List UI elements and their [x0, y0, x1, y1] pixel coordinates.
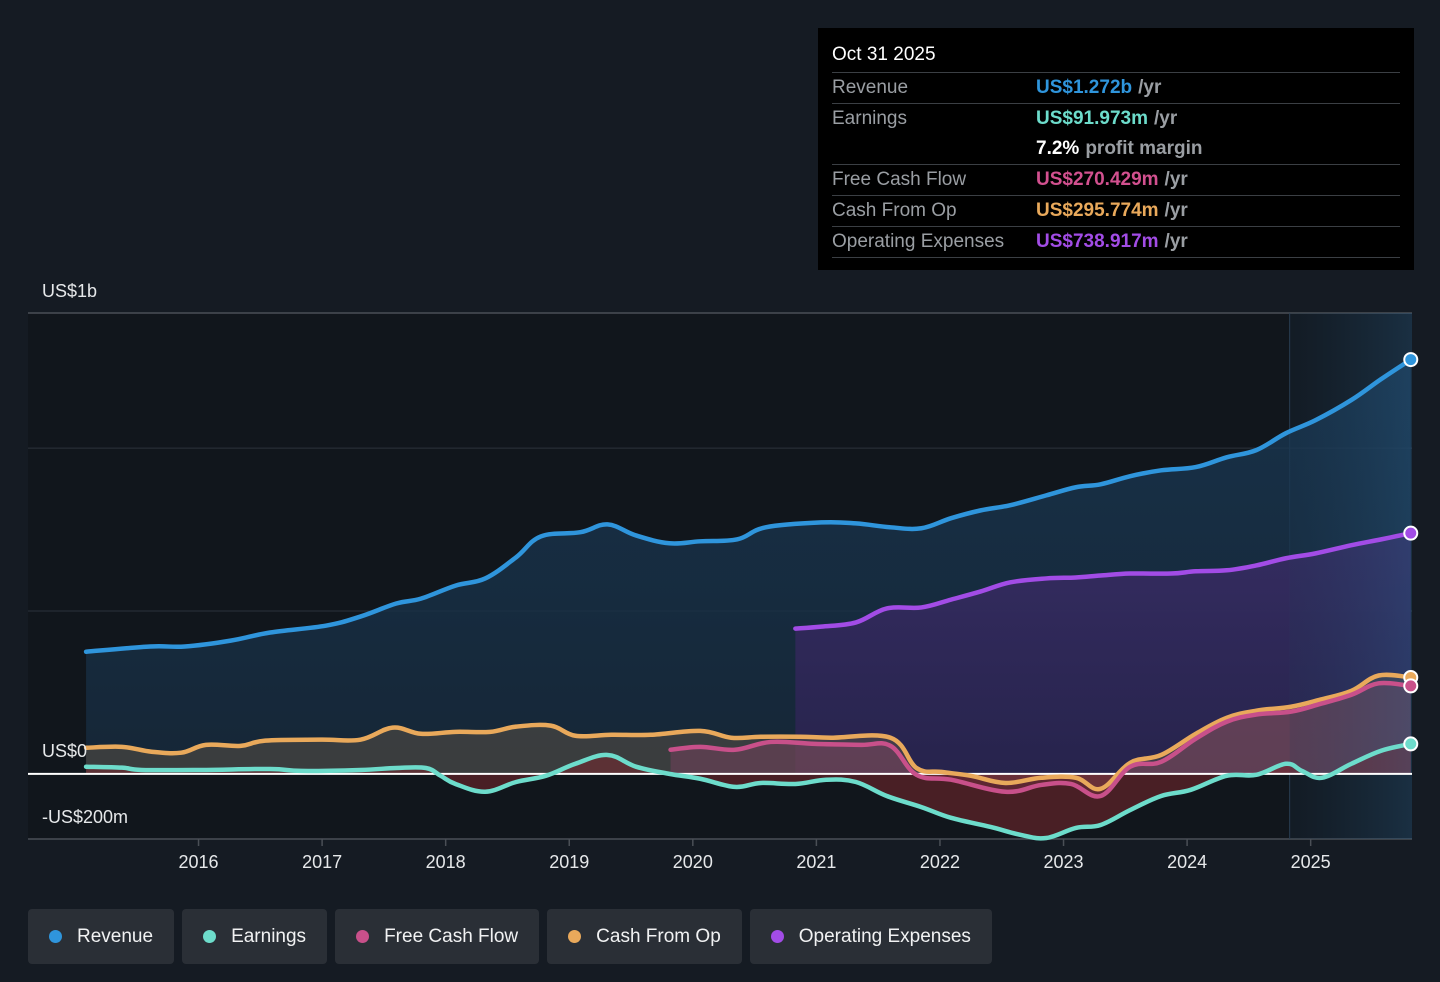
legend-label: Revenue: [77, 925, 154, 947]
x-tick-label: 2021: [796, 852, 836, 872]
line-earnings: [83, 741, 1414, 841]
legend: Revenue Earnings Free Cash Flow Cash Fro…: [28, 909, 992, 964]
tooltip-unit: /yr: [1164, 200, 1188, 221]
tooltip-value: US$295.774m: [1036, 200, 1159, 221]
line-free-cash-flow: [668, 680, 1414, 799]
end-marker-free-cash-flow: [1403, 678, 1419, 694]
end-marker-revenue: [1403, 352, 1419, 368]
x-axis: 2016 2017 2018 2019 2020 2021 2022 2023 2024 2025: [179, 839, 1331, 872]
tooltip-label: Earnings: [832, 108, 907, 129]
area-free-cash-flow: [670, 682, 1411, 797]
y-axis-label-bottom: -US$200m: [42, 807, 129, 827]
x-tick-label: 2023: [1044, 852, 1084, 872]
legend-dot-icon: [568, 930, 582, 943]
series-end-markers: [1403, 352, 1419, 752]
tooltip-value: US$270.429m: [1036, 169, 1159, 190]
tooltip-unit: profit margin: [1085, 138, 1203, 159]
tooltip-label: Free Cash Flow: [832, 169, 967, 190]
tooltip-label: Operating Expenses: [832, 231, 1005, 252]
legend-item-operating-expenses[interactable]: Operating Expenses: [749, 909, 992, 964]
chart: 2016 2017 2018 2019 2020 2021 2022 2023 2024 2025: [28, 312, 1419, 872]
line-operating-expenses: [793, 530, 1414, 631]
x-tick-label: 2016: [179, 852, 219, 872]
tooltip-unit: /yr: [1153, 108, 1178, 129]
tooltip-label: Cash From Op: [832, 200, 957, 221]
tooltip-value: US$738.917m: [1036, 231, 1159, 252]
legend-item-free-cash-flow[interactable]: Free Cash Flow: [335, 909, 540, 964]
tooltip-value: US$1.272b: [1036, 77, 1133, 98]
x-tick-label: 2025: [1291, 852, 1331, 872]
tooltip-label: Revenue: [832, 77, 909, 98]
area-cash-from-op: [86, 674, 1411, 790]
tooltip-unit: /yr: [1164, 231, 1188, 252]
legend-label: Cash From Op: [596, 925, 721, 947]
legend-label: Earnings: [231, 925, 307, 947]
tooltip-panel: Oct 31 2025 Revenue US$1.272b /yr Earnin…: [818, 28, 1414, 270]
past-year-highlight: [1289, 313, 1412, 839]
end-marker-operating-expenses: [1403, 525, 1419, 541]
legend-dot-icon: [356, 930, 370, 943]
tooltip-unit: /yr: [1164, 169, 1188, 190]
x-tick-label: 2019: [549, 852, 589, 872]
legend-item-revenue[interactable]: Revenue: [28, 909, 175, 964]
tooltip-row-profit-margin: 7.2% profit margin: [832, 134, 1400, 165]
y-axis-label-zero: US$0: [42, 741, 88, 761]
line-revenue: [83, 357, 1414, 654]
legend-item-cash-from-op[interactable]: Cash From Op: [547, 909, 742, 964]
x-tick-label: 2022: [920, 852, 960, 872]
tooltip-row-free-cash-flow: Free Cash Flow US$270.429m /yr: [832, 165, 1400, 196]
tooltip-row-cash-from-op: Cash From Op US$295.774m /yr: [832, 196, 1400, 227]
x-tick-label: 2017: [302, 852, 342, 872]
tooltip-unit: /yr: [1138, 77, 1162, 98]
series-lines: [83, 357, 1414, 841]
legend-item-earnings[interactable]: Earnings: [182, 909, 328, 964]
y-axis-label-top: US$1b: [42, 281, 98, 301]
tooltip-row-revenue: Revenue US$1.272b /yr: [832, 73, 1400, 104]
tooltip-date: Oct 31 2025: [832, 42, 1400, 73]
line-cash-from-op: [83, 672, 1414, 792]
legend-label: Free Cash Flow: [384, 925, 519, 947]
legend-dot-icon: [770, 930, 784, 943]
x-tick-label: 2018: [426, 852, 466, 872]
legend-dot-icon: [203, 930, 217, 943]
tooltip-value: US$91.973m: [1036, 108, 1148, 129]
tooltip-row-operating-expenses: Operating Expenses US$738.917m /yr: [832, 227, 1400, 258]
end-marker-earnings: [1403, 736, 1419, 752]
tooltip-value: 7.2%: [1036, 138, 1080, 159]
x-tick-label: 2020: [673, 852, 713, 872]
tooltip-row-earnings: Earnings US$91.973m /yr: [832, 104, 1400, 134]
legend-dot-icon: [49, 930, 62, 943]
legend-label: Operating Expenses: [798, 925, 971, 947]
x-tick-label: 2024: [1167, 852, 1207, 872]
